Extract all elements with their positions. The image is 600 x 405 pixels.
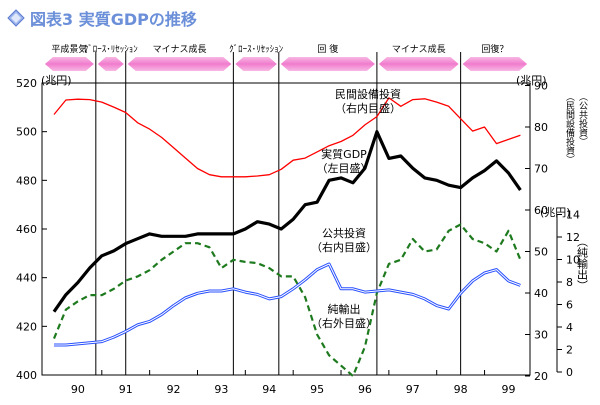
label-public-line1: 公共投資 <box>322 226 366 240</box>
outer-tick-label-7: 90 <box>534 80 548 93</box>
phase-arrow-0 <box>44 57 94 71</box>
x-tick-label-7: 97 <box>406 383 420 396</box>
phase-arrow-4 <box>280 57 375 71</box>
series <box>52 97 522 378</box>
phase-label-3: ｸﾞﾛｰｽ･ﾘｾｯｼｮﾝ <box>229 44 284 55</box>
left-tick-label-6: 520 <box>16 77 37 90</box>
inner-tick-label-7: 14 <box>566 209 580 222</box>
right-outer-axis-unit: (兆円) <box>516 74 547 87</box>
outer-tick-label-2: 40 <box>534 287 548 300</box>
left-tick-label-2: 440 <box>16 272 37 285</box>
outer-tick-label-1: 30 <box>534 329 548 342</box>
outer-tick-label-5: 70 <box>534 163 548 176</box>
phase-arrow-1 <box>97 57 124 71</box>
outer-tick-label-0: 20 <box>534 370 548 383</box>
label-investment-line2: （右内目盛） <box>335 101 401 115</box>
phase-label-1: ｸﾞﾛｰｽ･ﾘｾｯｼｮﾝ <box>84 44 139 55</box>
phase-label-5: マイナス成長 <box>392 43 446 55</box>
netexport-axis-title: （純輸出） <box>576 236 589 291</box>
x-tick-label-4: 94 <box>262 383 276 396</box>
public-axis-title: （公共投資） <box>577 92 588 146</box>
series-netexport-inner <box>54 263 521 346</box>
label-investment: 民間設備投資 （右内目盛） <box>335 87 401 115</box>
phase-arrow-3 <box>235 57 277 71</box>
series-line-0 <box>53 97 521 178</box>
inner-tick-label-5: 10 <box>566 254 580 267</box>
x-tick-label-2: 92 <box>167 383 181 396</box>
left-tick-label-4: 480 <box>16 174 37 187</box>
left-tick-label-0: 400 <box>16 369 37 382</box>
phase-label-4: 回 復 <box>317 43 338 55</box>
label-netexport: 純輸出 （右外目盛） <box>311 302 377 330</box>
phase-label-2: マイナス成長 <box>153 43 207 55</box>
phase-label-6: 回復？ <box>481 43 508 55</box>
x-tick-label-1: 91 <box>119 383 133 396</box>
inner-tick-label-4: 8 <box>566 276 573 289</box>
left-axis-unit: (兆円) <box>41 74 72 87</box>
inner-tick-label-3: 6 <box>566 299 573 312</box>
x-tick-label-0: 90 <box>71 383 85 396</box>
right-inner-axis-unit: (兆円) <box>540 206 571 219</box>
label-gdp: 実質GDP （左目盛） <box>317 147 372 175</box>
axes: 400 420 440 460 480 500 520 20 30 40 50 60 70 80 90 0 2 4… <box>16 77 580 396</box>
inner-tick-label-1: 2 <box>566 344 573 357</box>
left-tick-label-5: 500 <box>16 126 37 139</box>
label-investment-line1: 民間設備投資 <box>335 87 401 101</box>
label-netexport-line1: 純輸出 <box>328 302 361 316</box>
inner-tick-label-6: 12 <box>566 231 580 244</box>
phase-label-0: 平成景気 <box>51 43 87 55</box>
outer-tick-label-3: 50 <box>534 246 548 259</box>
label-netexport-line2: （右外目盛） <box>311 316 377 330</box>
title-diamond-icon <box>7 9 25 27</box>
outer-tick-label-6: 80 <box>534 121 548 134</box>
outer-tick-label-4: 60 <box>534 204 548 217</box>
left-tick-label-1: 420 <box>16 320 37 333</box>
x-tick-label-3: 93 <box>214 383 228 396</box>
phase-arrow-6 <box>462 57 528 71</box>
label-public: 公共投資 （右内目盛） <box>311 226 377 254</box>
investment-axis-title: （民間設備投資） <box>564 92 575 164</box>
label-gdp-line2: （左目盛） <box>317 161 372 175</box>
phase-bar: 平成景気ｸﾞﾛｰｽ･ﾘｾｯｼｮﾝ マイナス成長 ｸﾞﾛｰｽ･ﾘｾｯｼｮﾝ回 復マイナ… <box>44 43 528 71</box>
inner-tick-label-2: 4 <box>566 321 573 334</box>
series-line-1 <box>52 130 522 313</box>
phase-arrow-2 <box>127 57 232 71</box>
plot-frame <box>41 82 531 376</box>
x-tick-label-5: 95 <box>310 383 324 396</box>
period-dividers <box>95 52 462 375</box>
x-tick-label-9: 99 <box>501 383 515 396</box>
chart-title: 図表3 実質GDPの推移 <box>30 10 197 29</box>
x-tick-label-8: 98 <box>454 383 468 396</box>
x-tick-label-6: 96 <box>358 383 372 396</box>
label-public-line2: （右内目盛） <box>311 240 377 254</box>
label-gdp-line1: 実質GDP <box>321 147 367 161</box>
inner-tick-label-0: 0 <box>566 366 573 379</box>
phase-arrow-5 <box>378 57 459 71</box>
series-line-2 <box>52 223 522 378</box>
left-tick-label-3: 460 <box>16 223 37 236</box>
